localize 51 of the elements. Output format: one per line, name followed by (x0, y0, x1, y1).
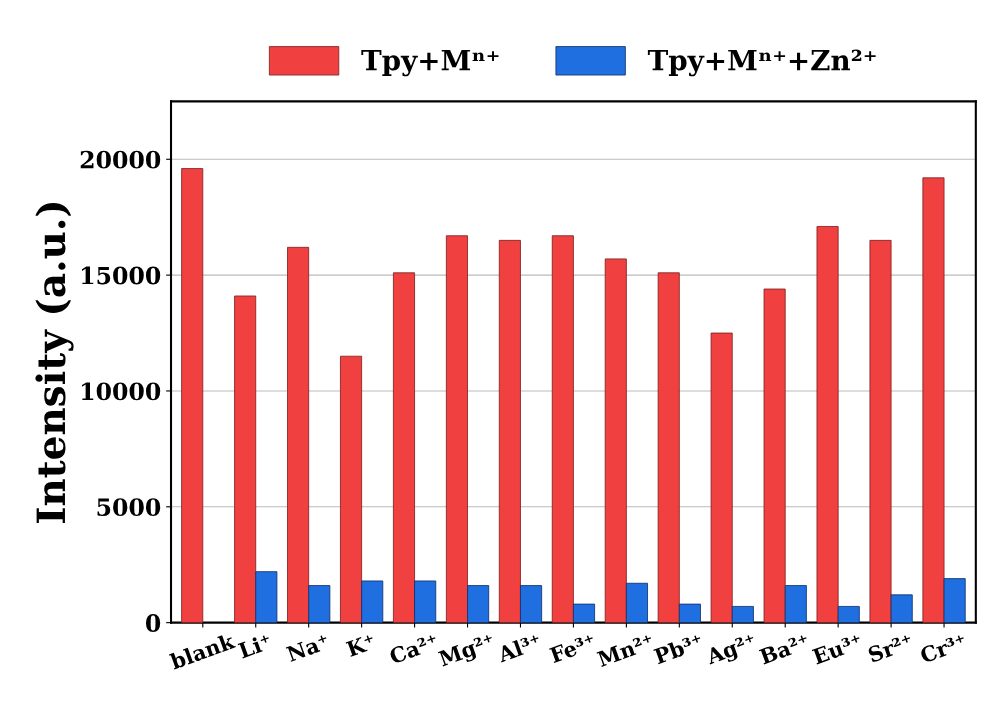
bar (657, 272, 680, 623)
bar (710, 332, 733, 623)
x-tick-label: Fe³⁺ (548, 633, 597, 664)
x-tick-label: Pb³⁺ (653, 632, 704, 665)
bar (181, 168, 204, 623)
bar (467, 585, 490, 623)
x-tick-label: Mg²⁺ (437, 632, 497, 671)
bar (255, 571, 278, 623)
bar (361, 580, 384, 623)
bar (573, 603, 596, 623)
bar (816, 226, 839, 623)
y-tick-label: 20000 (80, 150, 161, 169)
bar (869, 239, 892, 623)
x-tick-label: Ag²⁺ (704, 632, 759, 669)
y-tick-label: 5000 (97, 498, 161, 517)
bar (392, 272, 415, 623)
bar (340, 355, 363, 623)
x-tick-label: Cr³⁺ (919, 633, 968, 664)
bar (943, 578, 966, 623)
bar (731, 606, 754, 623)
x-tick-label: K⁺ (345, 633, 376, 657)
x-tick-label: Ca²⁺ (388, 633, 439, 665)
x-tick-label: blank (168, 632, 236, 670)
bar (498, 239, 521, 623)
bar (604, 258, 627, 623)
bar (234, 295, 257, 623)
bar (287, 246, 310, 623)
bar (678, 603, 701, 623)
x-tick-label: Al³⁺ (496, 632, 542, 663)
bar (445, 235, 468, 623)
bar (520, 585, 543, 623)
x-tick-label: Sr²⁺ (867, 633, 914, 663)
bar (784, 585, 807, 623)
bar (890, 594, 913, 623)
y-axis-title: Intensity (a.u.) (35, 202, 74, 523)
bar (551, 235, 574, 623)
y-tick-label: 15000 (82, 266, 161, 285)
bar (414, 580, 437, 623)
bar (837, 606, 860, 623)
bar (308, 585, 331, 623)
legend-label: Tpy+Mⁿ⁺+Zn²⁺ (647, 49, 876, 77)
x-tick-label: Li⁺ (237, 632, 273, 659)
bar (763, 288, 786, 623)
legend-label: Tpy+Mⁿ⁺ (361, 49, 499, 77)
y-tick-label: 10000 (82, 382, 161, 401)
bar (625, 582, 648, 623)
x-tick-label: Na⁺ (285, 633, 330, 663)
x-tick-label: Eu³⁺ (811, 633, 863, 665)
x-tick-label: Ba²⁺ (758, 633, 811, 665)
bar (922, 177, 945, 623)
y-tick-label: 0 (145, 614, 161, 632)
